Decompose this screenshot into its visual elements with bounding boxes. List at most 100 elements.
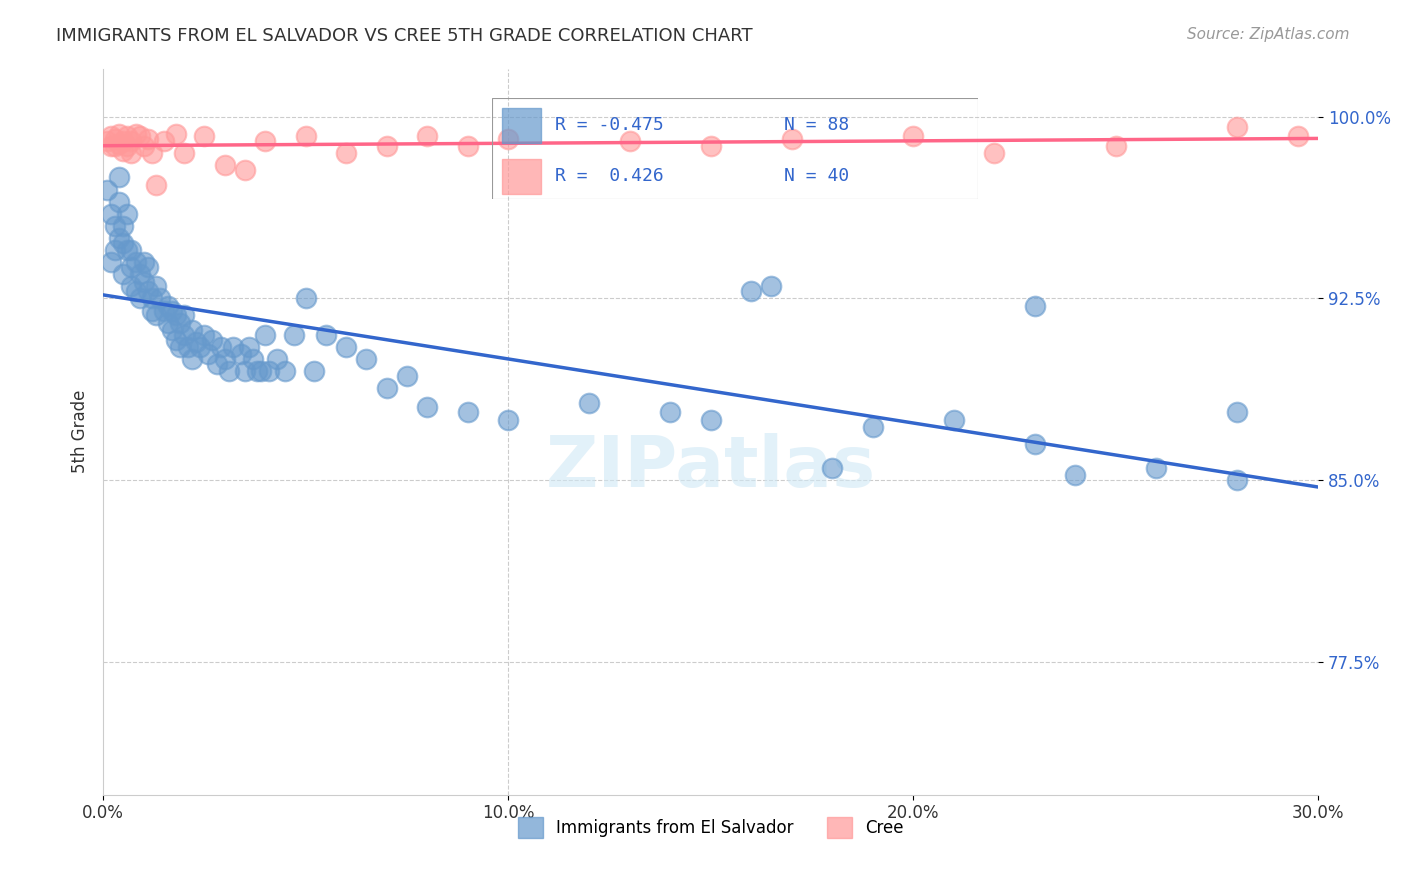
Point: [117, 139, 139, 153]
Point: [128, 292, 150, 306]
Point: [117, 207, 139, 221]
Point: [165, 333, 187, 347]
Point: [274, 364, 297, 378]
Point: [395, 368, 418, 383]
Point: [121, 279, 143, 293]
Point: [121, 260, 143, 274]
Point: [375, 139, 398, 153]
Point: [112, 235, 135, 250]
Point: [294, 129, 316, 144]
Point: [132, 139, 155, 153]
Point: [124, 284, 146, 298]
Point: [132, 275, 155, 289]
Point: [156, 316, 179, 330]
Point: [108, 194, 131, 209]
Point: [496, 412, 519, 426]
Point: [104, 132, 127, 146]
Point: [1064, 468, 1087, 483]
Point: [222, 340, 245, 354]
Point: [141, 303, 163, 318]
Point: [121, 243, 143, 257]
Point: [699, 139, 721, 153]
Point: [104, 139, 127, 153]
Point: [1226, 473, 1249, 487]
Point: [659, 405, 682, 419]
Point: [128, 129, 150, 144]
Point: [205, 357, 228, 371]
Point: [761, 279, 783, 293]
Point: [254, 134, 277, 148]
Point: [356, 351, 378, 366]
Point: [177, 340, 200, 354]
Point: [335, 146, 357, 161]
Point: [100, 207, 122, 221]
Point: [160, 323, 183, 337]
Point: [1286, 129, 1309, 144]
Point: [186, 334, 208, 349]
Point: [578, 395, 600, 409]
Point: [619, 134, 641, 148]
Point: [233, 163, 256, 178]
Point: [108, 170, 131, 185]
Point: [96, 134, 118, 148]
Point: [173, 309, 195, 323]
Point: [1105, 139, 1128, 153]
Point: [145, 178, 167, 192]
Point: [294, 292, 316, 306]
Point: [233, 364, 256, 378]
Point: [246, 364, 269, 378]
Point: [165, 309, 187, 323]
Point: [821, 461, 844, 475]
Point: [112, 219, 135, 233]
Point: [375, 381, 398, 395]
Point: [121, 134, 143, 148]
Point: [108, 231, 131, 245]
Point: [257, 364, 280, 378]
Point: [181, 323, 204, 337]
Point: [100, 129, 122, 144]
Point: [165, 127, 187, 141]
Point: [104, 243, 127, 257]
Point: [145, 309, 167, 323]
Point: [1024, 299, 1046, 313]
Point: [173, 146, 195, 161]
Point: [416, 401, 439, 415]
Point: [112, 144, 135, 158]
Point: [416, 129, 439, 144]
Point: [160, 303, 183, 318]
Point: [457, 139, 479, 153]
Point: [121, 146, 143, 161]
Point: [169, 340, 191, 354]
Legend: Immigrants from El Salvador, Cree: Immigrants from El Salvador, Cree: [510, 811, 910, 845]
Point: [780, 132, 803, 146]
Point: [214, 351, 236, 366]
Point: [124, 127, 146, 141]
Point: [1226, 120, 1249, 134]
Point: [124, 255, 146, 269]
Point: [136, 132, 159, 146]
Text: Source: ZipAtlas.com: Source: ZipAtlas.com: [1187, 27, 1350, 42]
Point: [250, 364, 273, 378]
Point: [983, 146, 1005, 161]
Point: [457, 405, 479, 419]
Point: [496, 132, 519, 146]
Text: IMMIGRANTS FROM EL SALVADOR VS CREE 5TH GRADE CORRELATION CHART: IMMIGRANTS FROM EL SALVADOR VS CREE 5TH …: [56, 27, 752, 45]
Point: [229, 347, 252, 361]
Point: [117, 243, 139, 257]
Point: [218, 364, 240, 378]
Point: [112, 134, 135, 148]
Point: [740, 284, 762, 298]
Point: [153, 134, 176, 148]
Point: [1024, 436, 1046, 450]
Point: [209, 340, 232, 354]
Point: [104, 219, 127, 233]
Point: [108, 127, 131, 141]
Point: [1226, 405, 1249, 419]
Point: [903, 129, 925, 144]
Point: [193, 327, 215, 342]
Point: [169, 316, 191, 330]
Point: [254, 327, 277, 342]
Text: ZIPatlas: ZIPatlas: [546, 434, 876, 502]
Point: [335, 340, 357, 354]
Point: [266, 351, 288, 366]
